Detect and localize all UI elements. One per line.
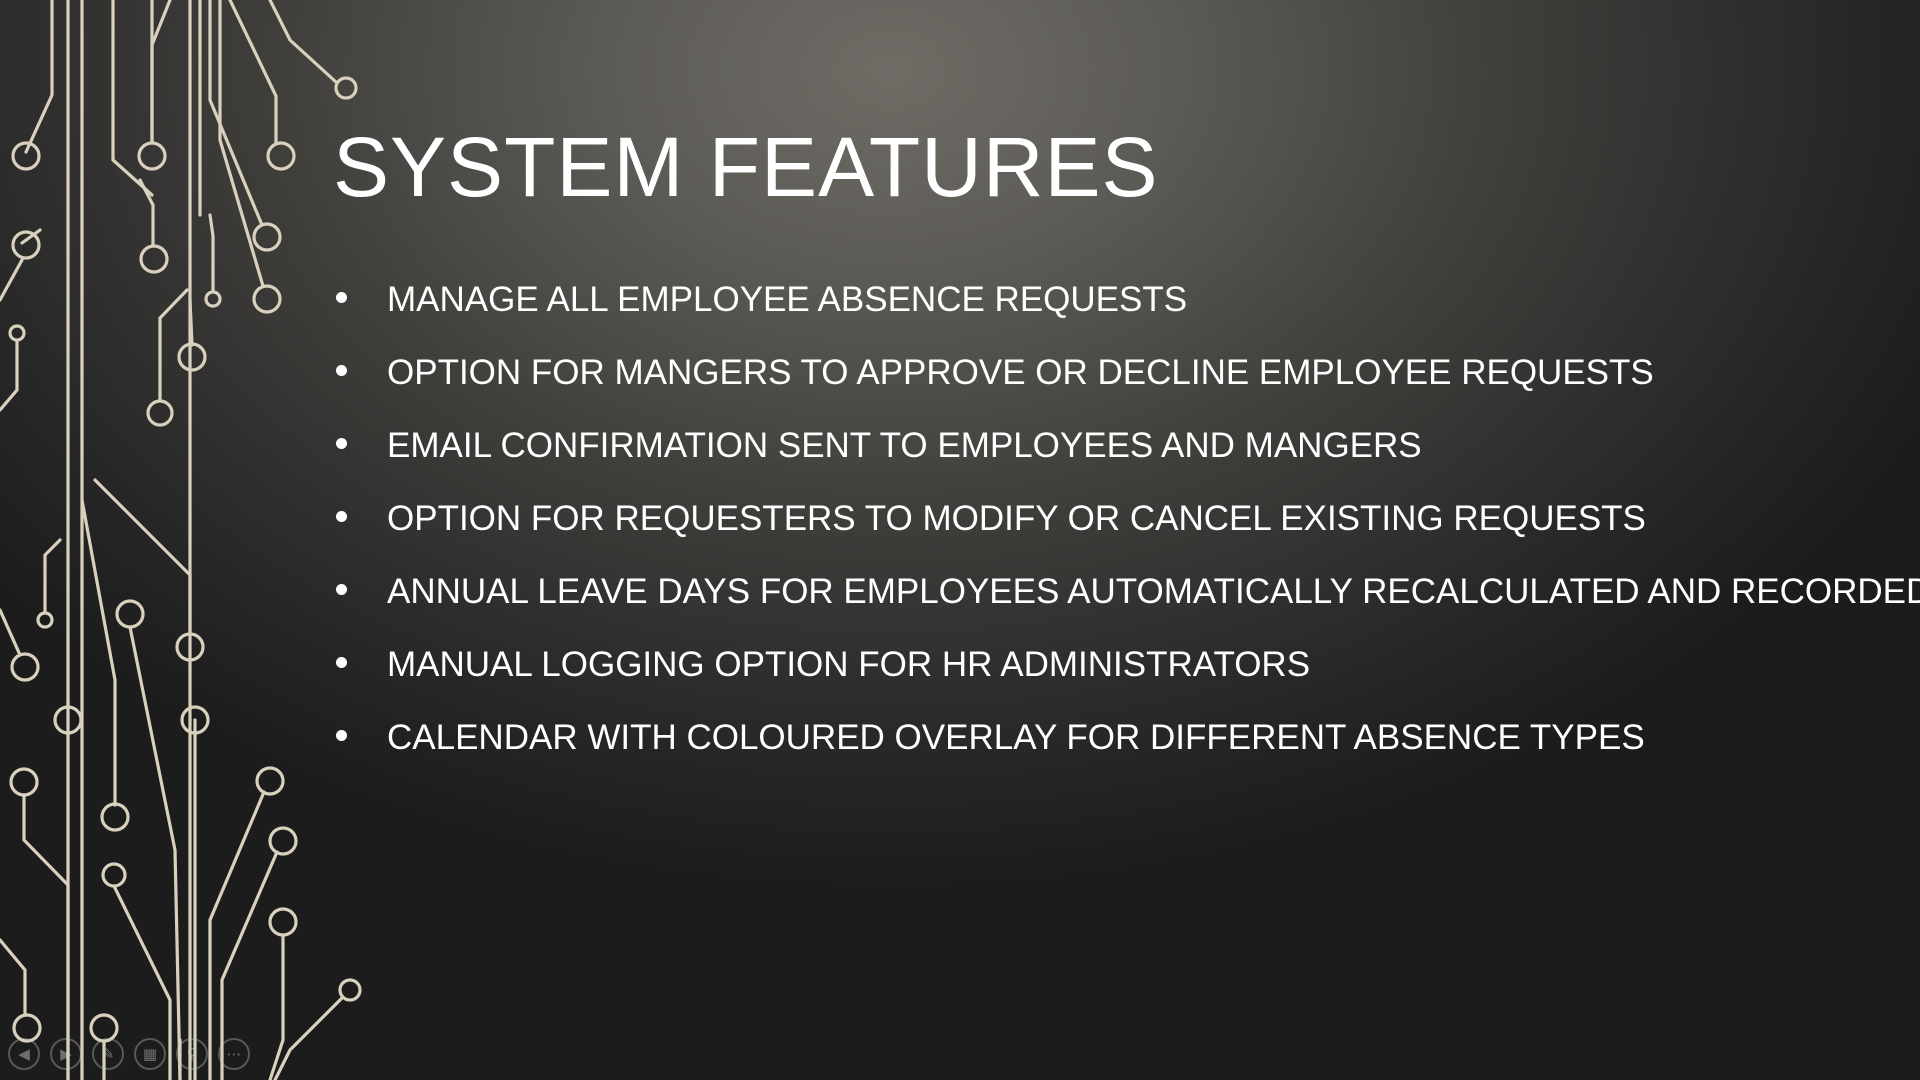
bullet-dot-icon <box>336 511 347 522</box>
bullet-text: ANNUAL LEAVE DAYS FOR EMPLOYEES AUTOMATI… <box>387 572 1920 611</box>
bullet-text: CALENDAR WITH COLOURED OVERLAY FOR DIFFE… <box>387 718 1645 757</box>
slide-title: SYSTEM FEATURES <box>333 120 1159 214</box>
bullet-item: OPTION FOR MANGERS TO APPROVE OR DECLINE… <box>333 345 1920 418</box>
next-slide-button[interactable]: ▶ <box>50 1038 82 1070</box>
bullet-dot-icon <box>336 438 347 449</box>
bullet-item: CALENDAR WITH COLOURED OVERLAY FOR DIFFE… <box>333 710 1920 783</box>
bullet-text: MANUAL LOGGING OPTION FOR HR ADMINISTRAT… <box>387 645 1311 684</box>
more-options-button[interactable]: ⋯ <box>218 1038 250 1070</box>
grid-icon: ▦ <box>142 1045 158 1063</box>
slideshow-nav-bar: ◀ ▶ ✎ ▦ ⚲ ⋯ <box>8 1038 250 1070</box>
bullet-item: ANNUAL LEAVE DAYS FOR EMPLOYEES AUTOMATI… <box>333 564 1920 637</box>
see-all-slides-button[interactable]: ▦ <box>134 1038 166 1070</box>
previous-slide-button[interactable]: ◀ <box>8 1038 40 1070</box>
arrow-left-icon: ◀ <box>18 1045 30 1063</box>
bullet-dot-icon <box>336 657 347 668</box>
bullet-dot-icon <box>336 584 347 595</box>
bullet-dot-icon <box>336 730 347 741</box>
bullet-text: OPTION FOR MANGERS TO APPROVE OR DECLINE… <box>387 353 1654 392</box>
circuit-decoration-icon <box>0 0 362 1080</box>
magnifier-icon: ⚲ <box>186 1045 198 1063</box>
arrow-right-icon: ▶ <box>60 1045 72 1063</box>
bullet-item: OPTION FOR REQUESTERS TO MODIFY OR CANCE… <box>333 491 1920 564</box>
bullet-item: MANUAL LOGGING OPTION FOR HR ADMINISTRAT… <box>333 637 1920 710</box>
bullet-item: MANAGE ALL EMPLOYEE ABSENCE REQUESTS <box>333 272 1920 345</box>
bullet-text: EMAIL CONFIRMATION SENT TO EMPLOYEES AND… <box>387 426 1422 465</box>
pen-icon: ✎ <box>101 1045 115 1063</box>
bullet-item: EMAIL CONFIRMATION SENT TO EMPLOYEES AND… <box>333 418 1920 491</box>
bullet-dot-icon <box>336 365 347 376</box>
bullet-list: MANAGE ALL EMPLOYEE ABSENCE REQUESTS OPT… <box>333 272 1920 783</box>
bullet-dot-icon <box>336 292 347 303</box>
pen-button[interactable]: ✎ <box>92 1038 124 1070</box>
zoom-button[interactable]: ⚲ <box>176 1038 208 1070</box>
ellipsis-icon: ⋯ <box>226 1045 242 1063</box>
bullet-text: OPTION FOR REQUESTERS TO MODIFY OR CANCE… <box>387 499 1646 538</box>
bullet-text: MANAGE ALL EMPLOYEE ABSENCE REQUESTS <box>387 280 1188 319</box>
